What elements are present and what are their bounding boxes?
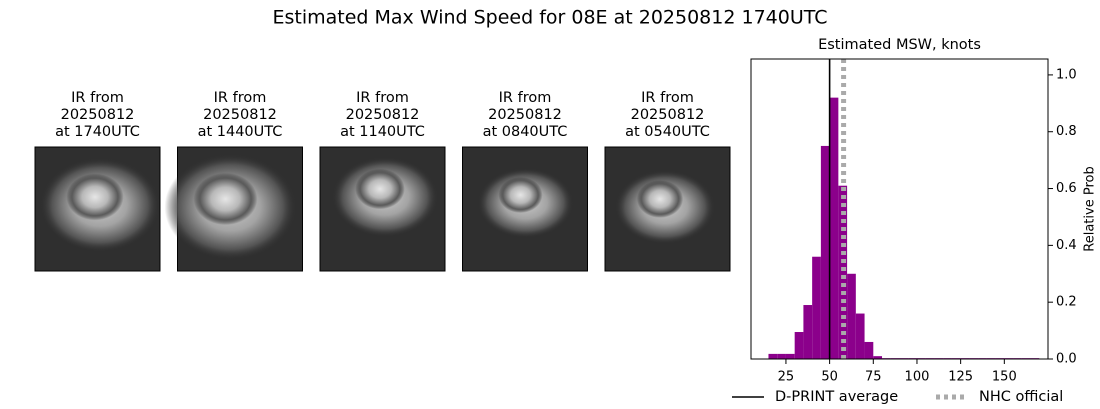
chart-title: Estimated MSW, knots: [818, 37, 981, 53]
image-title: at 1440UTC: [198, 124, 283, 140]
image-title: 20250812: [346, 107, 420, 123]
histogram-bar: [820, 145, 830, 359]
satellite-image: [462, 146, 588, 272]
histogram-bar: [803, 305, 813, 359]
histogram-bar: [838, 185, 848, 359]
legend-label: NHC official: [979, 389, 1063, 405]
histogram-bar: [812, 256, 821, 359]
x-tick-label: 25: [778, 370, 795, 385]
image-title: IR from: [356, 90, 409, 106]
histogram-bar: [777, 353, 786, 359]
histogram-bar: [829, 97, 839, 360]
cloud-core: [636, 180, 684, 218]
satellite-image: [34, 146, 161, 272]
image-title: 20250812: [488, 107, 562, 123]
cloud-core: [498, 177, 543, 213]
satellite-image: [319, 146, 446, 272]
image-title: at 0540UTC: [625, 124, 710, 140]
y-tick-label: 1.0: [1056, 67, 1077, 82]
y-tick-label: 0.4: [1056, 238, 1077, 253]
image-title: 20250812: [631, 107, 705, 123]
cloud-core: [66, 173, 124, 221]
histogram-bar: [794, 332, 804, 359]
y-tick-label: 0.2: [1056, 295, 1077, 310]
cloud-core: [193, 172, 258, 226]
image-title: IR from: [71, 90, 124, 106]
legend-label: D-PRINT average: [775, 389, 898, 405]
plot-frame: [750, 58, 1049, 360]
histogram-bar: [864, 341, 874, 359]
satellite-image: [164, 146, 303, 272]
y-axis-label: Relative Prob: [1083, 166, 1098, 251]
image-title: 20250812: [203, 107, 277, 123]
cloud-core: [355, 168, 405, 210]
x-tick-label: 50: [821, 370, 838, 385]
image-title: 20250812: [61, 107, 135, 123]
image-title: at 1740UTC: [55, 124, 140, 140]
figure-title: Estimated Max Wind Speed for 08E at 2025…: [272, 7, 827, 29]
histogram-bar: [785, 353, 795, 359]
histogram-bar: [855, 313, 865, 359]
image-title: IR from: [499, 90, 552, 106]
y-tick-label: 0.8: [1056, 124, 1077, 139]
image-title: at 1140UTC: [340, 124, 425, 140]
image-title: IR from: [214, 90, 267, 106]
satellite-image: [604, 146, 731, 272]
x-tick-label: 75: [865, 370, 882, 385]
x-tick-label: 125: [948, 370, 973, 385]
image-title: IR from: [641, 90, 694, 106]
y-tick-label: 0.6: [1056, 181, 1077, 196]
histogram-bar: [768, 353, 778, 359]
histogram-bar: [873, 356, 883, 359]
histogram-bar: [847, 273, 856, 359]
y-tick-label: 0.0: [1056, 352, 1077, 367]
image-title: at 0840UTC: [483, 124, 568, 140]
x-tick-label: 100: [905, 370, 930, 385]
x-tick-label: 150: [992, 370, 1017, 385]
